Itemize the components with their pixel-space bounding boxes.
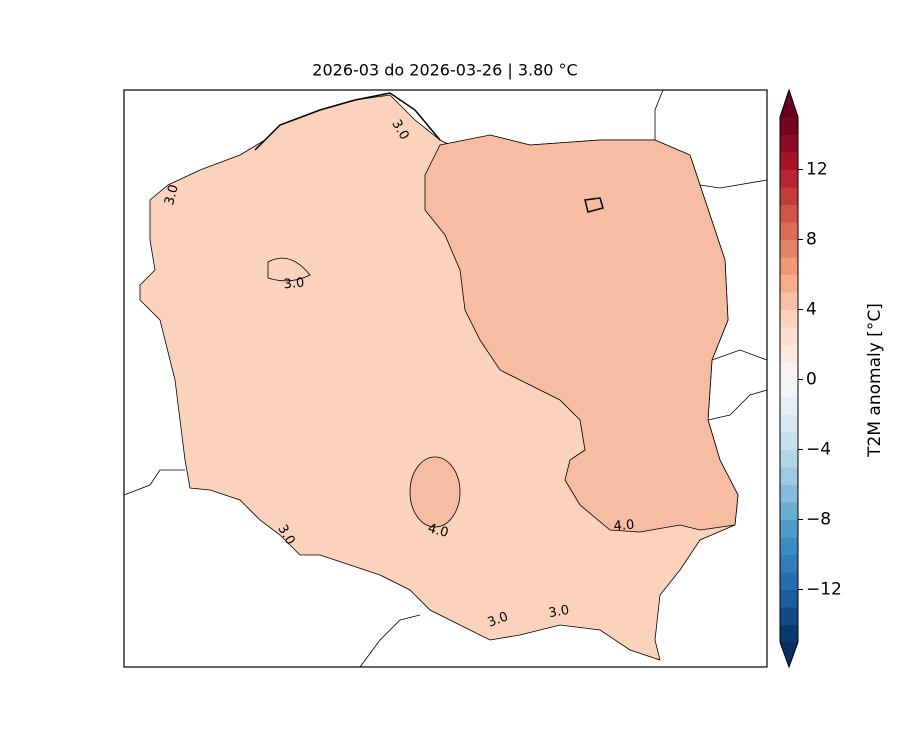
colorbar-segment bbox=[780, 397, 798, 415]
contour-label: 4.0 bbox=[426, 521, 450, 541]
colorbar-tick-label: 12 bbox=[806, 160, 828, 180]
colorbar-segment bbox=[780, 292, 798, 310]
colorbar-tick-label: 0 bbox=[806, 370, 817, 390]
colorbar-segment bbox=[780, 467, 798, 485]
border bbox=[123, 469, 185, 496]
colorbar-segment bbox=[780, 414, 798, 433]
contour-label: 3.0 bbox=[162, 183, 182, 207]
colorbar-tick-label: 8 bbox=[806, 230, 817, 250]
colorbar-segment bbox=[780, 572, 798, 590]
colorbar-segment bbox=[780, 117, 798, 135]
colorbar-segment bbox=[780, 449, 798, 468]
contour-label: 3.0 bbox=[548, 603, 571, 621]
colorbar-segment bbox=[780, 309, 798, 328]
colorbar-segment bbox=[780, 484, 798, 503]
colorbar-segment bbox=[780, 327, 798, 345]
region-center bbox=[409, 456, 461, 528]
colorbar-outline bbox=[779, 88, 799, 669]
border bbox=[707, 389, 768, 421]
colorbar-segment bbox=[780, 134, 798, 153]
colorbar-extend-top bbox=[780, 90, 798, 117]
colorbar-tick-label: −12 bbox=[806, 580, 842, 600]
colorbar-segment bbox=[780, 519, 798, 538]
colorbar-segment bbox=[780, 187, 798, 205]
coastline bbox=[254, 92, 441, 151]
colorbar-tick-label: −8 bbox=[806, 510, 831, 530]
contour bbox=[267, 257, 311, 282]
map-title: 2026-03 do 2026-03-26 | 3.80 °C bbox=[312, 61, 577, 80]
colorbar-segment bbox=[780, 554, 798, 573]
colorbar-segment bbox=[780, 589, 798, 608]
colorbar-segment bbox=[780, 362, 798, 380]
border bbox=[711, 349, 768, 361]
colorbar-segment bbox=[780, 537, 798, 555]
colorbar-segment bbox=[780, 379, 798, 398]
colorbar-segment bbox=[780, 432, 798, 450]
border bbox=[359, 614, 421, 668]
map-area bbox=[123, 89, 768, 668]
region-east bbox=[424, 134, 739, 533]
map-frame bbox=[123, 89, 768, 668]
colorbar-segment bbox=[780, 274, 798, 293]
colorbar-tick-label: 4 bbox=[806, 300, 817, 320]
border bbox=[654, 89, 664, 140]
colorbar-segment bbox=[780, 502, 798, 520]
colorbar-segment bbox=[780, 169, 798, 188]
colorbar-segment bbox=[780, 239, 798, 258]
colorbar-segment bbox=[780, 152, 798, 170]
colorbar-segment bbox=[780, 222, 798, 240]
colorbar-extend-bottom bbox=[780, 642, 798, 667]
colorbar-segment bbox=[780, 624, 798, 643]
lake bbox=[584, 197, 604, 213]
colorbar-label: T2M anomaly [°C] bbox=[865, 303, 885, 458]
colorbar-segment bbox=[780, 607, 798, 625]
contour-label: 3.0 bbox=[283, 276, 305, 293]
colorbar-segment bbox=[780, 257, 798, 275]
colorbar-segment bbox=[780, 344, 798, 363]
contour-label: 3.0 bbox=[486, 609, 511, 630]
colorbar-tick-label: −4 bbox=[806, 440, 831, 460]
colorbar-segment bbox=[780, 204, 798, 223]
border bbox=[699, 179, 768, 189]
contour-label: 4.0 bbox=[613, 518, 635, 535]
